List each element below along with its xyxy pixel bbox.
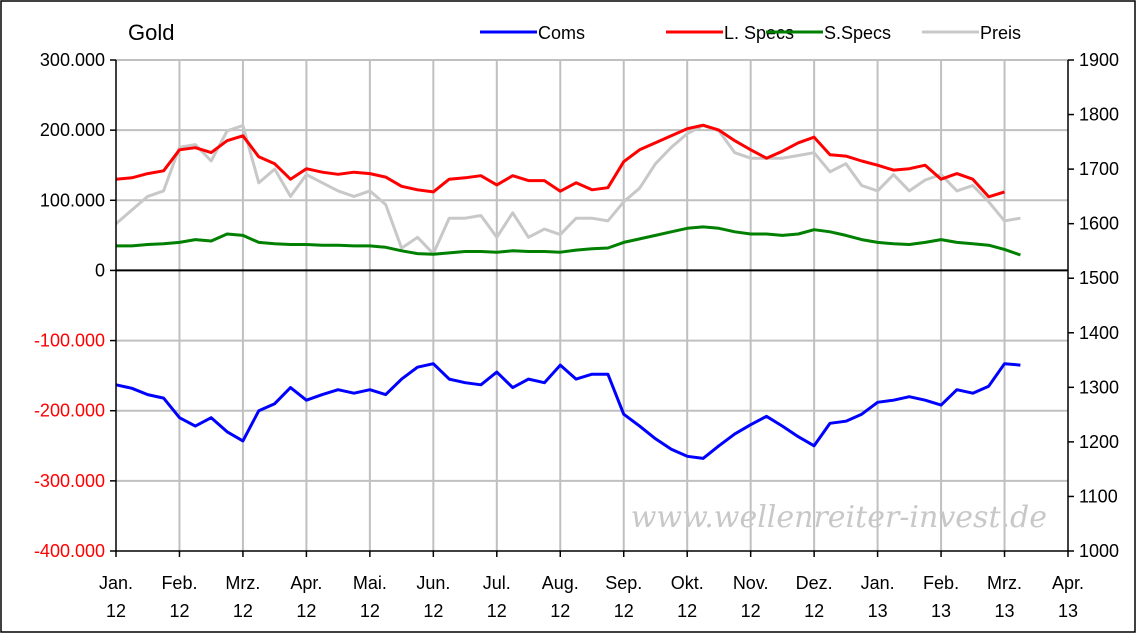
legend-label-l-specs: L. Specs xyxy=(724,23,794,43)
x-tick-label-year: 12 xyxy=(233,601,253,621)
x-tick-label-year: 13 xyxy=(1058,601,1078,621)
grid-layer xyxy=(115,59,1069,552)
x-tick-label-month: Nov. xyxy=(733,573,769,593)
x-tick-label-year: 12 xyxy=(550,601,570,621)
y-right-tick-label: 1600 xyxy=(1079,214,1119,234)
series-line-preis xyxy=(115,124,1021,256)
y-left-tick-label: 100.000 xyxy=(40,190,105,210)
x-tick-label-month: Jan. xyxy=(861,573,895,593)
x-tick-label-month: Jun. xyxy=(416,573,450,593)
y-right-tick-label: 1300 xyxy=(1079,377,1119,397)
series-line-coms xyxy=(115,362,1021,460)
x-tick-label-year: 12 xyxy=(804,601,824,621)
x-tick-label-year: 12 xyxy=(106,601,126,621)
x-tick-label-year: 12 xyxy=(487,601,507,621)
x-tick-label-year: 13 xyxy=(931,601,951,621)
x-tick-label-month: Mrz. xyxy=(225,573,260,593)
x-tick-label-month: Dez. xyxy=(796,573,833,593)
x-tick-label-year: 12 xyxy=(741,601,761,621)
y-left-tick-label: 300.000 xyxy=(40,50,105,70)
x-tick-label-month: Apr. xyxy=(1052,573,1084,593)
x-tick-label-month: Sep. xyxy=(605,573,642,593)
chart-title: Gold xyxy=(128,20,174,45)
x-tick-label-year: 13 xyxy=(868,601,888,621)
x-tick-label-month: Aug. xyxy=(542,573,579,593)
x-tick-label-month: Mai. xyxy=(353,573,387,593)
x-tick-label-year: 12 xyxy=(360,601,380,621)
y-right-tick-label: 1500 xyxy=(1079,268,1119,288)
watermark-text: www.wellenreiter-invest.de xyxy=(631,500,1047,535)
legend: Coms L. Specs S.Specs Preis xyxy=(480,23,1021,43)
x-tick-label-month: Mrz. xyxy=(987,573,1022,593)
x-tick-label-month: Feb. xyxy=(923,573,959,593)
y-right-tick-label: 1800 xyxy=(1079,105,1119,125)
x-tick-label-year: 13 xyxy=(995,601,1015,621)
x-tick-label-year: 12 xyxy=(677,601,697,621)
y-right-tick-label: 1700 xyxy=(1079,159,1119,179)
y-right-tick-label: 1400 xyxy=(1079,323,1119,343)
y-left-tick-label: -100.000 xyxy=(34,331,105,351)
axis-layer: 300.000 200.000 100.000 0 -100.000 -200.000 -3… xyxy=(34,50,1119,621)
y-left-tick-label: 0 xyxy=(95,260,105,280)
x-tick-label-month: Okt. xyxy=(671,573,704,593)
legend-label-coms: Coms xyxy=(538,23,585,43)
x-tick-label-year: 12 xyxy=(296,601,316,621)
y-left-tick-label: 200.000 xyxy=(40,120,105,140)
x-tick-label-month: Jul. xyxy=(483,573,511,593)
y-left-tick-label: -200.000 xyxy=(34,401,105,421)
x-tick-label-month: Jan. xyxy=(99,573,133,593)
y-left-tick-label: -300.000 xyxy=(34,471,105,491)
legend-label-s-specs: S.Specs xyxy=(824,23,891,43)
x-tick-label-month: Feb. xyxy=(161,573,197,593)
x-tick-label-month: Apr. xyxy=(290,573,322,593)
series-layer xyxy=(115,123,1021,460)
y-right-tick-label: 1100 xyxy=(1079,486,1118,506)
y-left-tick-label: -400.000 xyxy=(34,541,105,561)
x-tick-label-year: 12 xyxy=(423,601,443,621)
legend-label-preis: Preis xyxy=(980,23,1021,43)
y-right-tick-label: 1000 xyxy=(1079,541,1119,561)
series-line-s-specs xyxy=(116,225,1021,257)
x-tick-label-year: 12 xyxy=(169,601,189,621)
series-line-l-specs xyxy=(115,123,1005,199)
y-right-tick-label: 1900 xyxy=(1079,50,1119,70)
y-right-tick-label: 1200 xyxy=(1079,432,1119,452)
x-tick-label-year: 12 xyxy=(614,601,634,621)
